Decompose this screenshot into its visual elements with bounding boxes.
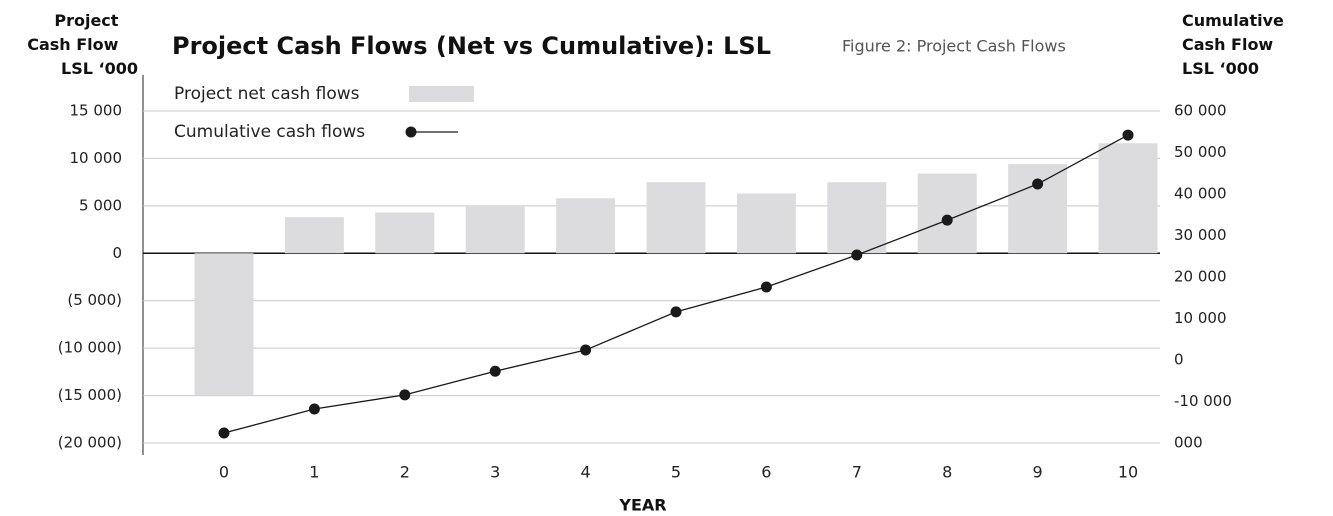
x-tick-label: 9: [1033, 463, 1043, 482]
point: [1032, 178, 1044, 190]
y-axis-title-line: LSL ‘000: [61, 59, 138, 78]
y-tick-label: 15 000: [70, 102, 123, 120]
point: [580, 344, 592, 356]
point: [399, 389, 411, 401]
point: [308, 403, 320, 415]
x-tick-label: 7: [852, 463, 862, 482]
bar: [556, 198, 616, 254]
y-tick-label: 5 000: [79, 196, 122, 214]
bar: [1008, 164, 1068, 254]
y2-tick-label: 60 000: [1174, 102, 1227, 120]
y2-axis-title-line: LSL ‘000: [1182, 59, 1259, 78]
y-tick-label: (10 000): [58, 339, 122, 357]
y-tick-label: 10 000: [70, 149, 123, 167]
bar: [375, 212, 435, 254]
y2-tick-label: 0: [1174, 351, 1184, 369]
x-tick-label: 8: [942, 463, 952, 482]
legend-label: Project net cash flows: [174, 84, 360, 104]
legend-swatch: [409, 86, 474, 102]
y2-tick-label: 000: [1174, 434, 1203, 452]
y-tick-label: (15 000): [58, 386, 122, 404]
x-tick-label: 0: [219, 463, 229, 482]
y-tick-label: (20 000): [58, 434, 122, 452]
line: [223, 134, 1129, 434]
point: [218, 427, 230, 439]
y2-tick-label: 50 000: [1174, 143, 1227, 161]
y2-tick-label: -10 000: [1174, 392, 1232, 410]
y2-axis-title-line: Cumulative: [1182, 11, 1284, 30]
y-axis-title-line: Project: [54, 11, 118, 30]
y2-tick-label: 20 000: [1174, 268, 1227, 286]
bar: [736, 193, 796, 254]
y2-axis-title-line: Cash Flow: [1182, 35, 1273, 54]
bar: [646, 182, 706, 254]
bar: [827, 182, 887, 254]
x-axis-title: YEAR: [618, 496, 666, 515]
caption: Figure 2: Project Cash Flows: [842, 37, 1066, 56]
bar: [1098, 143, 1158, 254]
bar: [465, 205, 525, 254]
point: [489, 365, 501, 377]
bar: [284, 217, 344, 254]
x-tick-label: 10: [1118, 463, 1138, 482]
x-tick-label: 2: [400, 463, 410, 482]
y-axis-title-line: Cash Flow: [27, 35, 118, 54]
y2-tick-label: 30 000: [1174, 226, 1227, 244]
legend-label: Cumulative cash flows: [174, 122, 365, 142]
point: [941, 214, 953, 226]
chart-title: Project Cash Flows (Net vs Cumulative): …: [172, 32, 771, 60]
y-tick-label: (5 000): [67, 291, 122, 309]
y-tick-label: 0: [112, 244, 122, 262]
bar: [917, 173, 977, 254]
x-tick-label: 6: [761, 463, 771, 482]
point: [760, 281, 772, 293]
x-tick-label: 1: [309, 463, 319, 482]
y2-axis-title: Cumulative Cash Flow LSL ‘000: [1182, 11, 1289, 78]
legend-swatch: [405, 126, 417, 138]
point: [851, 249, 863, 261]
y-axis-title: Project Cash Flow LSL ‘000: [27, 11, 138, 78]
y2-tick-label: 40 000: [1174, 185, 1227, 203]
bar: [194, 253, 254, 396]
y2-tick-label: 10 000: [1174, 309, 1227, 327]
x-tick-label: 5: [671, 463, 681, 482]
x-tick-label: 4: [581, 463, 591, 482]
point: [1122, 129, 1134, 141]
point: [670, 306, 682, 318]
x-tick-label: 3: [490, 463, 500, 482]
